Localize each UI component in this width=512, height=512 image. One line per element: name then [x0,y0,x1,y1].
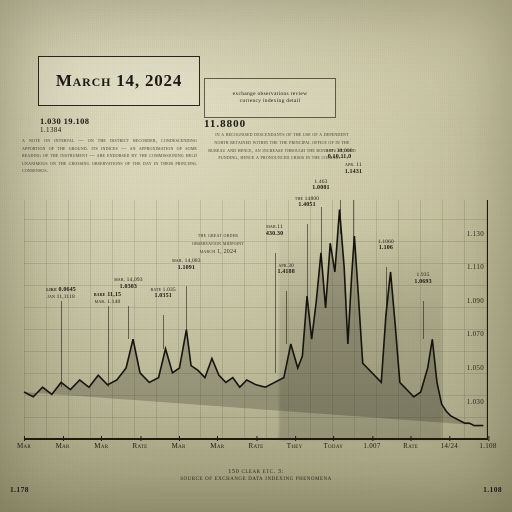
annotation-leader [286,291,287,344]
date-title: March 14, 2024 [56,71,182,91]
x-tick-label: 1.007 [363,442,380,450]
sub-number-1: 1.030 19.108 [40,116,89,126]
caption-bottom: source of exchange data indexing phenome… [180,475,332,482]
annotation-leader [61,301,62,387]
annotation-label: apr.301.4188 [277,263,294,277]
x-tick-label: Mar [56,442,70,450]
date-title-box: March 14, 2024 [38,56,200,106]
subtitle-line1: exchange observations review [233,91,308,98]
x-tick-label: Today [323,442,343,450]
annotation-leader [108,306,109,388]
chart-caption: 150 clear etc. 3: source of exchange dat… [0,468,512,482]
annotation-label: apr. 111.1431 [345,162,362,176]
annotation-leader [386,267,387,315]
subtitle-line2: currency indexing detail [240,98,301,105]
chart-svg [24,200,488,440]
series-area [24,210,483,426]
x-tick-label: Mar [172,442,186,450]
x-tick-label: Rate [248,442,263,450]
x-tick-label: Mar [94,442,108,450]
baseline-label: bare 11,15mar. 1.140 [94,292,121,306]
x-tick-label: Rate [403,442,418,450]
annotation-label: 1.4631.0081 [312,179,329,193]
caption-mid: 150 clear etc. 3: [228,468,284,475]
x-tick-label: Rate [132,442,147,450]
y-tick-label: 1.070 [467,330,484,338]
annotation-leader [353,200,354,246]
annotation-label: 1.10601.106 [378,239,394,253]
annotation-label: sep. 38,0000.10,11,0 [326,148,352,162]
annotation-label: the 148001.4051 [295,196,319,210]
highlight-number: 11.8800 [204,118,246,130]
subtitle-box: exchange observations review currency in… [204,78,336,118]
x-tick-label: 14/24 [441,442,458,450]
y-tick-label: 1.050 [467,364,484,372]
timeseries-chart: 1.130 1.110 1.090 1.070 1.050 1.030 mar. 14,0… [24,200,488,440]
y-tick-label: 1.130 [467,230,484,238]
bottom-left-number: 1.178 [10,485,29,494]
annotation-leader [275,253,276,373]
x-tick-label: Mar [17,442,31,450]
y-tick-label: 1.030 [467,398,484,406]
x-tick-label: 1.108 [479,442,496,450]
paragraph-left: a note on interval — on the district rec… [22,138,197,176]
annotation-leader [340,200,341,234]
annotation-leader [128,306,129,340]
annotation-leader [186,286,187,329]
sub-number-2: 1.1384 [40,126,62,134]
annotation-leader [163,315,164,349]
annotation-label: mar.11430.30 [266,225,283,239]
y-tick-label: 1.110 [467,263,484,271]
annotation-leader [423,301,424,339]
x-tick-label: They [287,442,303,450]
y-axis [487,200,488,440]
x-tick-label: Mar [210,442,224,450]
y-tick-label: 1.090 [467,297,484,305]
annotation-leader [307,224,308,296]
annotation-leader [321,207,322,253]
annotation-label: rate 1.0351.0351 [151,287,176,301]
annotation-label: 1.9351.0693 [414,273,431,287]
baseline-label: like 0.0645jan 11,1118 [46,287,76,301]
bottom-right-number: 1.108 [483,485,502,494]
annotation-label: mar. 14,0931.0383 [114,277,143,291]
annotation-label: mar. 14,0831.1091 [172,258,201,272]
